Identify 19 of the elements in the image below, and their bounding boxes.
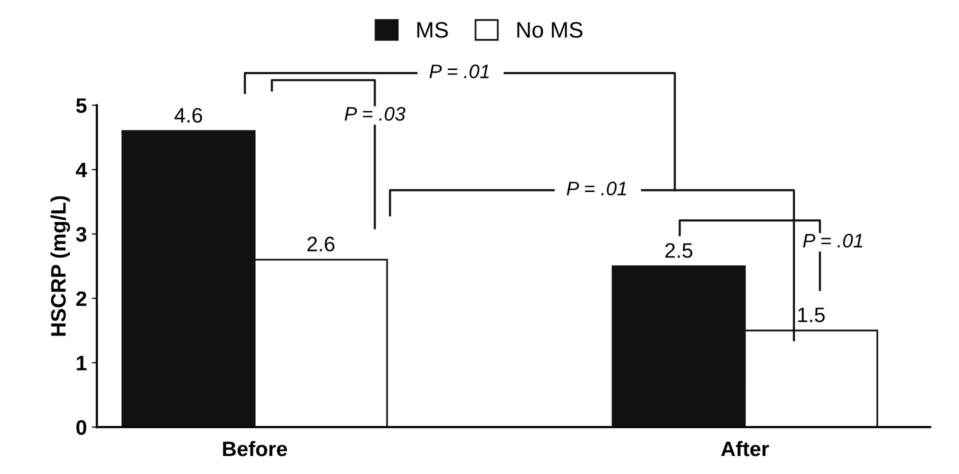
data-label: 4.6: [174, 108, 202, 123]
x-tick-label: After: [721, 440, 769, 456]
annotation: P = .03: [344, 106, 406, 121]
y-tick-label: 3: [76, 226, 86, 242]
y-tick-label: 4: [76, 162, 88, 178]
data-label: 2.6: [307, 236, 334, 252]
annotation: P = .01: [566, 182, 626, 196]
text: P = .01: [430, 64, 489, 78]
y-tick-label: 2: [76, 291, 86, 306]
y-tick-label: 0: [76, 420, 86, 435]
data-label: 1.5: [798, 308, 825, 322]
legend-label: MS: [417, 22, 448, 38]
y-axis-title: HSCRP (mg/L): [50, 196, 70, 336]
x-tick-label: Before: [223, 440, 287, 456]
y-tick-label: 5: [76, 98, 87, 113]
y-tick-label: 1: [76, 356, 87, 370]
annotation: P = .01: [803, 234, 862, 248]
data-label: 2.5: [665, 243, 692, 258]
legend-label: No MS: [517, 22, 582, 38]
